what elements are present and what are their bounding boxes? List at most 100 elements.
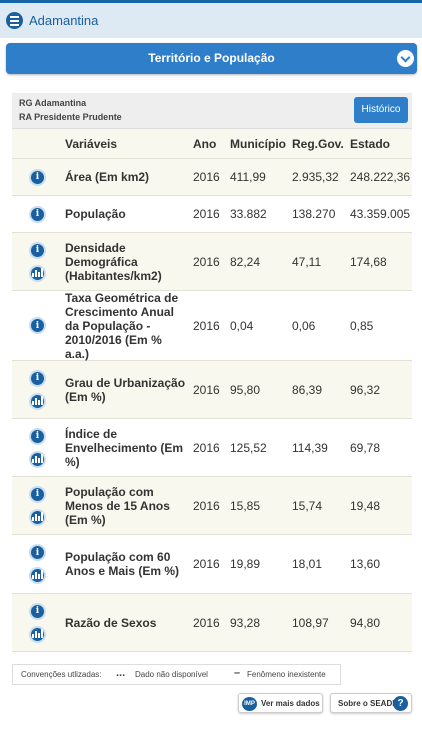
info-icon[interactable]: i [29,206,46,223]
estado-value: 19,48 [350,477,412,534]
row-icons: i [29,233,46,290]
estado-value: 174,68 [350,233,412,290]
table-row: i Área (Em km2)2016411,992.935,32248.222,… [12,159,412,196]
chart-icon[interactable] [29,567,46,584]
variable-name: Razão de Sexos [65,594,189,651]
variable-name: Grau de Urbanização (Em %) [65,361,189,418]
estado-value: 248.222,36 [350,159,412,195]
year-cell: 2016 [193,361,229,418]
region-rg: RG Adamantina [19,98,86,108]
info-icon[interactable]: i [29,603,46,620]
estado-value: 69,78 [350,419,412,476]
table-row: i Taxa Geométrica de Crescimento Anual da… [12,291,412,361]
municipio-value: 93,28 [230,594,292,651]
year-cell: 2016 [193,594,229,651]
row-icons: i [29,477,46,534]
more-data-button[interactable]: IMP Ver mais dados [238,693,323,713]
header-ano: Ano [193,129,229,158]
reg-gov-value: 86,39 [292,361,350,418]
data-table: Variáveis Ano Município Reg.Gov. Estado … [12,129,412,652]
municipio-value: 0,04 [230,291,292,360]
municipio-value: 15,85 [230,477,292,534]
reg-gov-value: 2.935,32 [292,159,350,195]
section-dropdown[interactable]: Território e População [6,43,417,74]
year-cell: 2016 [193,419,229,476]
header-reg-gov: Reg.Gov. [292,129,350,158]
chart-icon[interactable] [29,626,46,643]
reg-gov-value: 0,06 [292,291,350,360]
variable-name: Densidade Demográfica (Habitantes/km2) [65,233,189,290]
variable-name: Índice de Envelhecimento (Em %) [65,419,189,476]
year-cell: 2016 [193,291,229,360]
row-icons: i [29,291,46,360]
municipio-value: 82,24 [230,233,292,290]
header-estado: Estado [350,129,412,158]
year-cell: 2016 [193,535,229,593]
conventions-legend: Convenções utlizadas: ... Dado não dispo… [12,664,341,685]
reg-gov-value: 138.270 [292,196,350,232]
variable-name: População com 60 Anos e Mais (Em %) [65,535,189,593]
municipio-value: 125,52 [230,419,292,476]
info-icon[interactable]: i [29,370,46,387]
more-data-label: Ver mais dados [261,699,320,708]
table-row: i Densidade Demográfica (Habitantes/km2)2… [12,233,412,291]
reg-gov-value: 15,74 [292,477,350,534]
row-icons: i [29,535,46,593]
region-ra: RA Presidente Prudente [19,112,122,122]
table-row: i Grau de Urbanização (Em %)201695,8086,3… [12,361,412,419]
table-row: i Índice de Envelhecimento (Em %)2016125,… [12,419,412,477]
table-row: i População com Menos de 15 Anos (Em %)20… [12,477,412,535]
table-row: iPopulação201633.882138.27043.359.005 [12,196,412,233]
variable-name: Área (Em km2) [65,159,189,195]
chart-icon[interactable] [29,509,46,526]
info-icon[interactable]: i [29,242,46,259]
variable-name: População com Menos de 15 Anos (Em %) [65,477,189,534]
reg-gov-value: 108,97 [292,594,350,651]
region-panel: RG Adamantina RA Presidente Prudente His… [12,93,412,129]
reg-gov-value: 114,39 [292,419,350,476]
app-header: Adamantina [0,0,422,38]
nonexistent-text: Fenômeno inexistente [247,670,326,679]
table-header: Variáveis Ano Município Reg.Gov. Estado [12,129,412,159]
row-icons: i [29,159,46,195]
chart-icon[interactable] [29,393,46,410]
year-cell: 2016 [193,233,229,290]
info-icon[interactable]: i [29,169,46,186]
reg-gov-value: 18,01 [292,535,350,593]
menu-icon[interactable] [6,12,23,29]
imp-icon: IMP [242,697,257,711]
chart-icon[interactable] [29,451,46,468]
row-icons: i [29,594,46,651]
section-title: Território e População [6,51,417,65]
variable-name: População [65,196,189,232]
conventions-label: Convenções utlizadas: [21,670,102,679]
year-cell: 2016 [193,477,229,534]
variable-name: Taxa Geométrica de Crescimento Anual da … [65,291,189,360]
chart-icon[interactable] [29,265,46,282]
info-icon[interactable]: i [29,544,46,561]
info-icon[interactable]: i [29,486,46,503]
header-variaveis: Variáveis [65,129,189,158]
row-icons: i [29,419,46,476]
year-cell: 2016 [193,159,229,195]
municipio-value: 411,99 [230,159,292,195]
table-row: i População com 60 Anos e Mais (Em %)2016… [12,535,412,594]
estado-value: 13,60 [350,535,412,593]
estado-value: 43.359.005 [350,196,412,232]
row-icons: i [29,361,46,418]
unavailable-symbol: ... [116,667,125,679]
about-seade-button[interactable]: Sobre o SEADE ? [330,693,412,713]
info-icon[interactable]: i [29,428,46,445]
table-row: i Razão de Sexos201693,28108,9794,80 [12,594,412,652]
about-label: Sobre o SEADE [338,699,398,708]
nonexistent-symbol: – [234,667,240,679]
chevron-down-icon[interactable] [397,50,414,67]
reg-gov-value: 47,11 [292,233,350,290]
row-icons: i [29,196,46,232]
municipio-value: 33.882 [230,196,292,232]
municipio-value: 95,80 [230,361,292,418]
app-title: Adamantina [29,13,98,28]
history-button[interactable]: Histórico [354,97,408,123]
info-icon[interactable]: i [29,317,46,334]
estado-value: 94,80 [350,594,412,651]
